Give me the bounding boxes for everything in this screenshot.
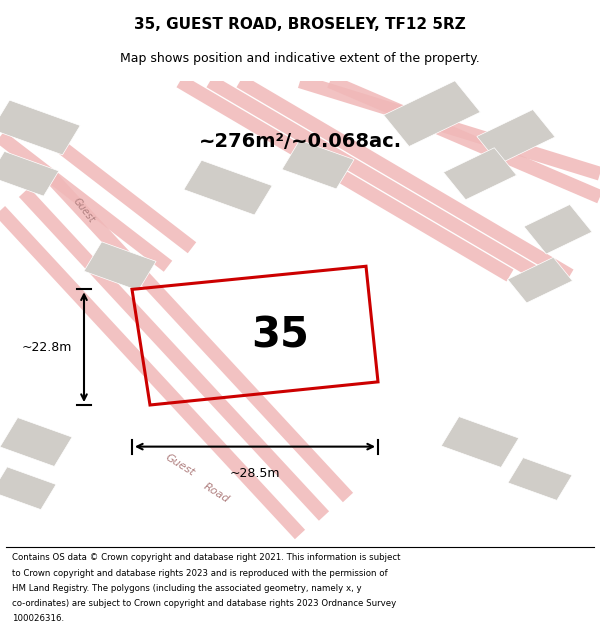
Polygon shape [441, 417, 519, 468]
Text: Map shows position and indicative extent of the property.: Map shows position and indicative extent… [120, 52, 480, 65]
Text: Road: Road [201, 481, 231, 504]
Polygon shape [0, 151, 59, 196]
Polygon shape [508, 458, 572, 501]
Polygon shape [524, 204, 592, 254]
Text: 35: 35 [251, 314, 310, 357]
Text: 100026316.: 100026316. [12, 614, 64, 622]
Polygon shape [383, 81, 481, 146]
Polygon shape [477, 109, 555, 164]
Polygon shape [184, 160, 272, 215]
Polygon shape [0, 467, 56, 509]
Text: ~28.5m: ~28.5m [230, 468, 280, 481]
Text: ~276m²/~0.068ac.: ~276m²/~0.068ac. [199, 132, 401, 151]
Text: co-ordinates) are subject to Crown copyright and database rights 2023 Ordnance S: co-ordinates) are subject to Crown copyr… [12, 599, 396, 608]
Text: ~22.8m: ~22.8m [22, 341, 72, 354]
Text: to Crown copyright and database rights 2023 and is reproduced with the permissio: to Crown copyright and database rights 2… [12, 569, 388, 578]
Text: Guest: Guest [71, 196, 97, 225]
Polygon shape [508, 258, 572, 303]
Text: Contains OS data © Crown copyright and database right 2021. This information is : Contains OS data © Crown copyright and d… [12, 554, 401, 562]
Polygon shape [282, 140, 354, 189]
Text: 35, GUEST ROAD, BROSELEY, TF12 5RZ: 35, GUEST ROAD, BROSELEY, TF12 5RZ [134, 17, 466, 32]
Text: Guest: Guest [164, 452, 196, 478]
Polygon shape [0, 418, 72, 466]
Polygon shape [84, 242, 156, 291]
Polygon shape [0, 100, 80, 155]
Polygon shape [443, 148, 517, 200]
Text: HM Land Registry. The polygons (including the associated geometry, namely x, y: HM Land Registry. The polygons (includin… [12, 584, 362, 592]
